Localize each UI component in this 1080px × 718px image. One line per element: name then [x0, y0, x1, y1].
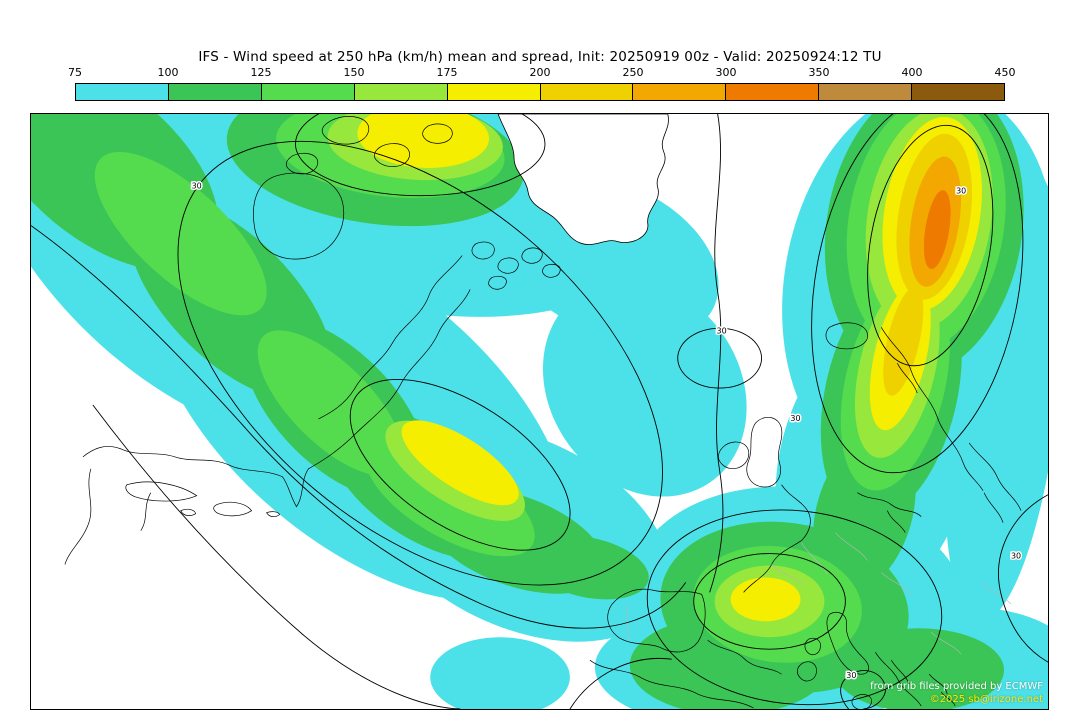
- great-lake: [471, 241, 495, 260]
- weather-map-svg: 30 30 30 30 30 30: [31, 114, 1048, 709]
- iberia-coast: [607, 588, 706, 653]
- adriatic-coast: [875, 652, 922, 707]
- coastlines: [64, 114, 1022, 709]
- colorbar-tick-label: 450: [994, 66, 1016, 79]
- colorbar-tick-label: 300: [715, 66, 737, 79]
- mediterranean-coast: [707, 639, 782, 675]
- puerto-rico-coast: [266, 511, 280, 517]
- norway-fjord: [896, 363, 918, 394]
- spread-contours: [31, 114, 1048, 709]
- wind-fill-300-350: [923, 190, 951, 270]
- great-lake: [497, 257, 519, 274]
- country-borders: [625, 532, 1012, 655]
- colorbar-segment: [76, 84, 169, 100]
- colorbar-ticks: 75 100 125 150 175 200 250 300 350 400 450: [68, 66, 1016, 79]
- colorbar-tick-label: 75: [68, 66, 82, 79]
- map-credits: from grib files provided by ECMWF ©2025 …: [870, 680, 1043, 706]
- colorbar-tick-label: 175: [436, 66, 458, 79]
- baltic-coast: [968, 442, 1022, 511]
- contour-label: 30: [717, 326, 727, 335]
- denmark-coast: [886, 510, 906, 533]
- contour-label: 30: [956, 187, 966, 196]
- colorbar-tick-label: 100: [157, 66, 179, 79]
- arctic-island: [422, 123, 453, 144]
- mexico-coast: [140, 492, 152, 531]
- greece-coast: [928, 673, 948, 695]
- ireland-coast: [718, 441, 750, 469]
- great-lake: [488, 275, 507, 290]
- colorbar-segment: [819, 84, 913, 100]
- corsica-coast: [804, 637, 821, 655]
- norway-coast: [881, 327, 984, 491]
- colorbar-segment: [633, 84, 727, 100]
- map-area: 30 30 30 30 30 30 from grib files provid…: [30, 113, 1049, 710]
- colorbar-tick-label: 350: [808, 66, 830, 79]
- chart-title: IFS - Wind speed at 250 hPa (km/h) mean …: [198, 49, 882, 65]
- hudson-bay-coast: [253, 172, 345, 260]
- colorbar: [75, 83, 1005, 101]
- contour-labels: 30 30 30 30 30 30: [190, 180, 1023, 681]
- hispaniola-coast: [213, 501, 253, 517]
- credit-copyright: ©2025 sb@irizone.net: [929, 694, 1043, 705]
- colorbar-tick-label: 250: [622, 66, 644, 79]
- greece-coast: [940, 691, 956, 707]
- balkans-coast: [891, 659, 910, 685]
- contour-label: 30: [192, 182, 202, 191]
- jamaica-coast: [180, 508, 197, 516]
- colorbar-segment: [354, 84, 448, 100]
- contour-label: 30: [790, 414, 800, 423]
- labrador-coast: [318, 255, 463, 420]
- great-lake: [521, 247, 543, 264]
- colorbar-tick-label: 125: [250, 66, 272, 79]
- us-east-gulf-coast: [82, 289, 471, 508]
- baltic-coast: [983, 492, 1004, 523]
- contour-label: 30: [846, 671, 856, 680]
- colorbar-tick-label: 150: [343, 66, 365, 79]
- arctic-island: [321, 116, 370, 145]
- colorbar-segment: [261, 84, 355, 100]
- great-britain-coast: [746, 416, 783, 488]
- iceland-coast: [825, 322, 869, 350]
- contour-label: 30: [1011, 552, 1021, 561]
- colorbar-segment: [168, 84, 262, 100]
- sardinia-coast: [796, 661, 817, 682]
- colorbar-segment: [540, 84, 634, 100]
- colorbar-segment: [726, 84, 820, 100]
- north-sea-coast: [857, 492, 922, 517]
- colorbar-tick-label: 400: [901, 66, 923, 79]
- credit-provider: from grib files provided by ECMWF: [870, 681, 1043, 692]
- greenland-coast: [497, 114, 669, 245]
- colorbar-tick-label: 200: [529, 66, 551, 79]
- mexico-coast: [64, 468, 92, 565]
- arctic-island: [374, 143, 410, 168]
- colorbar-segment: [447, 84, 541, 100]
- colorbar-segment: [912, 84, 1005, 100]
- france-coast: [743, 484, 811, 593]
- africa-coast: [589, 659, 754, 709]
- italy-coast: [826, 612, 870, 675]
